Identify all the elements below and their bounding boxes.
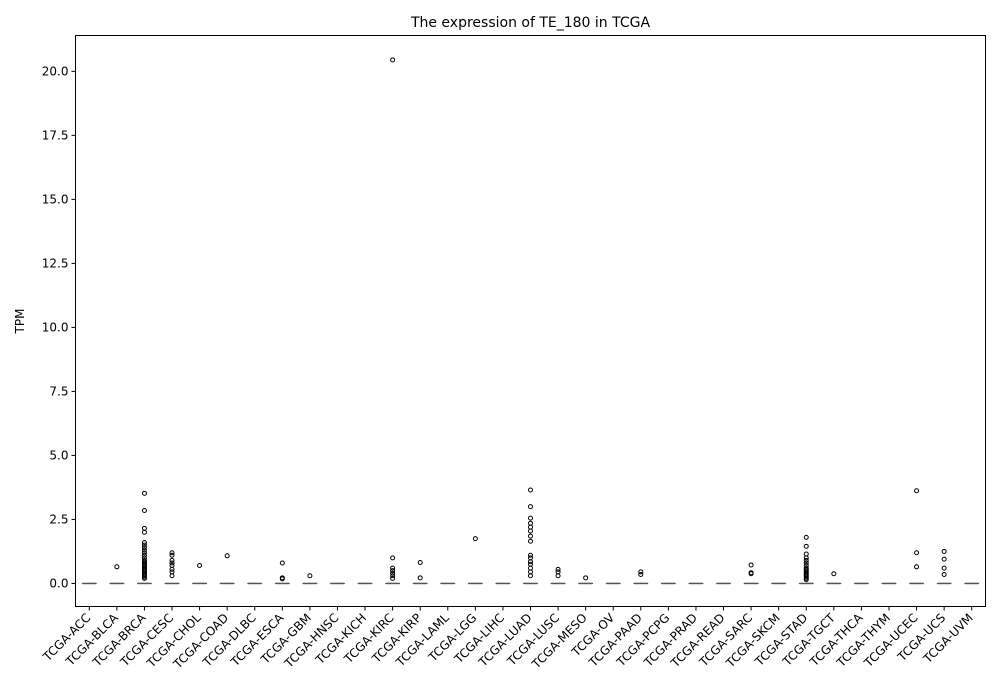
outlier-point: [803, 534, 809, 540]
outlier-point: [390, 573, 396, 579]
y-axis-label: TPM: [13, 309, 27, 335]
outlier-point: [141, 539, 147, 545]
outlier-point: [197, 563, 203, 569]
outlier-point: [169, 560, 175, 566]
outlier-point: [528, 573, 533, 579]
outlier-point: [748, 571, 754, 577]
outlier-point: [279, 560, 285, 566]
outlier-point: [390, 555, 396, 561]
outlier-point: [528, 559, 533, 565]
outlier-point: [528, 552, 533, 558]
outlier-point: [224, 553, 230, 559]
outlier-point: [390, 575, 396, 581]
outlier-point: [169, 552, 175, 558]
outlier-point: [169, 550, 175, 556]
outlier-point: [141, 542, 147, 548]
outlier-point: [417, 559, 423, 565]
outlier-point: [472, 536, 478, 542]
outlier-point: [141, 552, 147, 558]
outlier-point: [914, 550, 920, 556]
outlier-point: [748, 562, 754, 568]
outlier-point: [417, 575, 423, 581]
y-tick-label: 10.0: [42, 320, 69, 334]
outlier-point: [528, 515, 533, 521]
y-tick-label: 17.5: [42, 128, 69, 142]
outlier-point: [390, 57, 396, 63]
outlier-point: [941, 556, 947, 562]
outlier-point: [941, 571, 947, 577]
y-tick-label: 2.5: [49, 512, 68, 526]
outlier-point: [169, 566, 175, 572]
outlier-point: [638, 569, 644, 575]
outlier-point: [141, 507, 147, 513]
outlier-point: [803, 543, 809, 549]
outlier-point: [169, 573, 175, 579]
outlier-point: [914, 488, 920, 494]
outlier-point: [803, 577, 809, 583]
outlier-point: [555, 573, 561, 579]
outlier-point: [528, 487, 533, 493]
y-tick-label: 7.5: [49, 384, 68, 398]
outlier-point: [528, 504, 533, 510]
outlier-point: [141, 529, 147, 535]
outlier-point: [141, 550, 147, 556]
chart-title: The expression of TE_180 in TCGA: [410, 15, 651, 31]
y-tick-label: 20.0: [42, 64, 69, 78]
outlier-point: [555, 566, 561, 572]
outlier-point: [528, 533, 533, 539]
outlier-point: [914, 564, 920, 570]
outlier-point: [831, 571, 837, 577]
outlier-point: [114, 564, 120, 570]
y-tick-label: 0.0: [49, 576, 68, 590]
outlier-point: [169, 557, 175, 563]
outlier-point: [390, 570, 396, 576]
outlier-point: [803, 557, 809, 563]
outlier-point: [638, 571, 644, 577]
outlier-point: [583, 575, 589, 581]
outlier-point: [307, 573, 313, 579]
outlier-point: [141, 490, 147, 496]
outlier-point: [390, 565, 396, 571]
outlier-point: [141, 575, 147, 581]
outlier-point: [390, 568, 396, 574]
outlier-point: [528, 528, 533, 534]
plot-area: 0.02.55.07.510.012.515.017.520.0TCGA-ACC…: [40, 57, 980, 672]
outlier-point: [279, 576, 285, 582]
y-tick-label: 15.0: [42, 192, 69, 206]
outlier-point: [141, 547, 147, 553]
outlier-point: [803, 560, 809, 566]
outlier-point: [528, 538, 533, 544]
outlier-point: [803, 555, 809, 561]
plot-frame: [75, 35, 986, 607]
outlier-point: [941, 565, 947, 571]
y-tick-label: 12.5: [42, 256, 69, 270]
y-tick-label: 5.0: [49, 448, 68, 462]
outlier-point: [141, 545, 147, 551]
outlier-point: [941, 548, 947, 554]
